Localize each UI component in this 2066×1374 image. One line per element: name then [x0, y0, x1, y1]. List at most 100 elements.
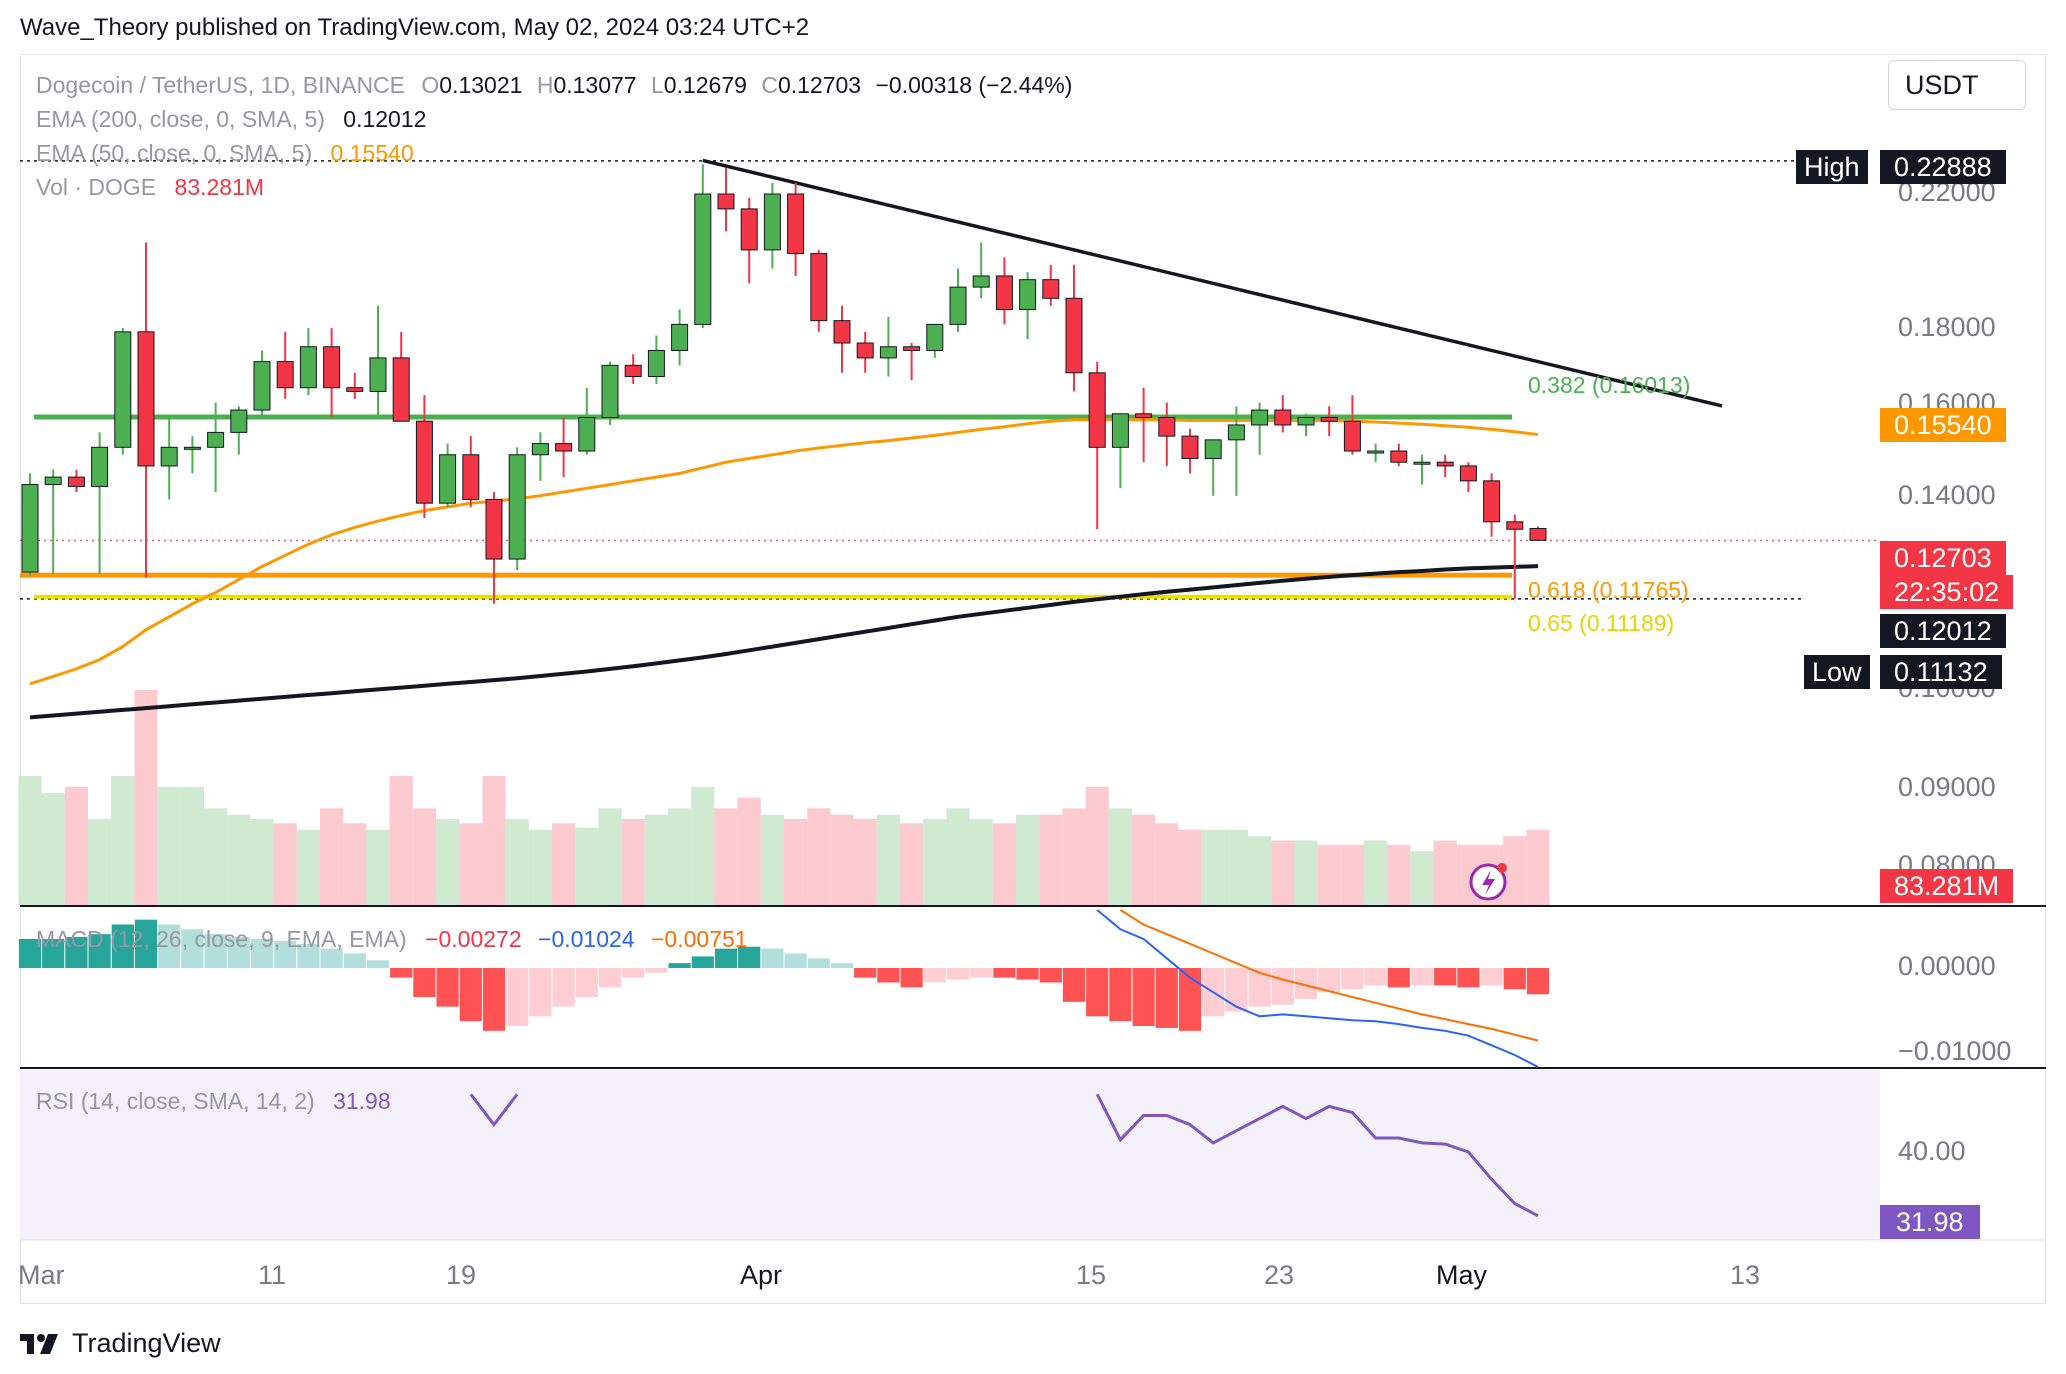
macd-histogram-bar — [1132, 968, 1155, 1026]
volume-bar — [157, 786, 181, 905]
ema200-legend[interactable]: EMA (200, close, 0, SMA, 5) 0.12012 — [36, 106, 426, 133]
high-label: H — [536, 72, 554, 98]
volume-bar — [1526, 829, 1550, 905]
volume-bar — [760, 814, 784, 905]
currency-selector[interactable]: USDT — [1888, 60, 2026, 110]
candle-body — [531, 443, 549, 456]
macd-histogram-bar — [598, 968, 622, 988]
macd-histogram-bar — [1039, 968, 1062, 983]
volume-bar — [1016, 814, 1040, 905]
macd-histogram-bar — [877, 968, 900, 983]
candle-body — [21, 484, 39, 573]
volume-bar — [1503, 836, 1527, 905]
macd-label: MACD (12, 26, close, 9, EMA, EMA) — [36, 926, 407, 952]
price-tick: 0.09000 — [1898, 772, 1996, 802]
volume-bar — [528, 829, 552, 905]
volume-bar — [1178, 829, 1202, 905]
macd-histogram-bar — [738, 946, 761, 968]
candle-body — [439, 454, 457, 504]
rsi-line — [469, 1093, 519, 1128]
volume-bar — [644, 814, 668, 905]
trend-line — [702, 158, 1723, 408]
volume-legend[interactable]: Vol · DOGE 83.281M — [36, 174, 264, 201]
volume-bar — [598, 808, 622, 905]
candle-body — [740, 208, 758, 251]
rsi-legend[interactable]: RSI (14, close, SMA, 14, 2) 31.98 — [36, 1088, 391, 1115]
candle-body — [1181, 435, 1199, 459]
macd-histogram-bar — [1178, 968, 1202, 1031]
rsi-tick: 40.00 — [1898, 1136, 1966, 1166]
volume-bar — [1155, 823, 1179, 905]
candle-body — [555, 443, 573, 452]
macd-histogram-bar — [250, 939, 274, 968]
high-tag-value: 0.22888 — [1880, 150, 2006, 184]
candle-body — [903, 346, 921, 351]
volume-bar — [134, 690, 158, 905]
candle-body — [1343, 420, 1361, 452]
macd-line — [1096, 909, 1539, 1068]
macd-histogram-bar — [227, 937, 250, 968]
candle-body — [1436, 461, 1454, 467]
volume-bar — [1108, 808, 1132, 905]
price-tick: 0.18000 — [1898, 312, 1996, 342]
macd-histogram-bar — [1341, 968, 1364, 990]
candle-body — [972, 275, 990, 288]
volume-bar — [552, 823, 576, 905]
macd-histogram-bar — [552, 968, 575, 1007]
macd-histogram-bar — [320, 948, 343, 968]
volume-bar — [180, 786, 204, 905]
macd-histogram-bar — [622, 968, 645, 978]
ema50-legend[interactable]: EMA (50, close, 0, SMA, 5) 0.15540 — [36, 140, 414, 167]
candle-body — [1483, 480, 1501, 523]
macd-histogram-bar — [1480, 968, 1503, 986]
macd-signal-line — [1119, 909, 1539, 1042]
ema50-value: 0.15540 — [330, 140, 414, 166]
macd-histogram-bar — [900, 968, 923, 988]
macd-histogram-bar — [993, 968, 1016, 978]
macd-histogram-bar — [1526, 968, 1550, 995]
date-tick: 13 — [1730, 1260, 1761, 1290]
ema200-line — [29, 564, 1539, 720]
ema200-label: EMA (200, close, 0, SMA, 5) — [36, 106, 325, 132]
volume-label: Vol · DOGE — [36, 174, 157, 200]
tradingview-brand: TradingView — [72, 1328, 221, 1358]
macd-histogram-bar — [274, 940, 297, 968]
volume-bar — [366, 829, 390, 905]
volume-bar — [1201, 829, 1225, 905]
volume-bar — [784, 819, 808, 905]
candle-body — [879, 346, 897, 359]
fib-65-label: 0.65 (0.11189) — [1528, 610, 1675, 636]
macd-signal-value: −0.00751 — [651, 926, 748, 952]
date-tick: Apr — [740, 1260, 783, 1290]
fib-382-label: 0.382 (0.16013) — [1528, 372, 1691, 398]
candle-body — [601, 364, 619, 419]
macd-histogram-bar — [506, 968, 529, 1026]
macd-histogram-bar — [784, 953, 807, 968]
tradingview-logo[interactable]: TradingView — [20, 1328, 221, 1359]
candle-body — [67, 476, 85, 487]
macd-legend[interactable]: MACD (12, 26, close, 9, EMA, EMA) −0.002… — [36, 926, 748, 953]
candle-body — [114, 331, 132, 448]
date-tick: 11 — [258, 1260, 287, 1290]
macd-histogram-bar — [459, 968, 482, 1022]
candle-body — [763, 193, 781, 251]
candle-body — [137, 331, 155, 467]
alert-lightning-icon[interactable] — [1469, 863, 1507, 901]
volume-bar — [250, 819, 274, 905]
volume-bar — [1085, 786, 1109, 905]
ema200-value: 0.12012 — [343, 106, 427, 132]
macd-line-value: −0.01024 — [538, 926, 635, 952]
candle-body — [183, 446, 201, 450]
volume-bar — [807, 808, 831, 905]
candle-body — [508, 454, 526, 560]
low-value: 0.12679 — [663, 72, 747, 98]
volume-bar — [389, 776, 413, 905]
macd-histogram-bar — [668, 963, 691, 968]
volume-bar — [1433, 840, 1457, 905]
candle-body — [1367, 450, 1385, 454]
volume-bar — [1271, 840, 1295, 905]
date-tick: 23 — [1264, 1260, 1295, 1290]
volume-bar — [1387, 844, 1411, 905]
candle-body — [485, 498, 503, 560]
